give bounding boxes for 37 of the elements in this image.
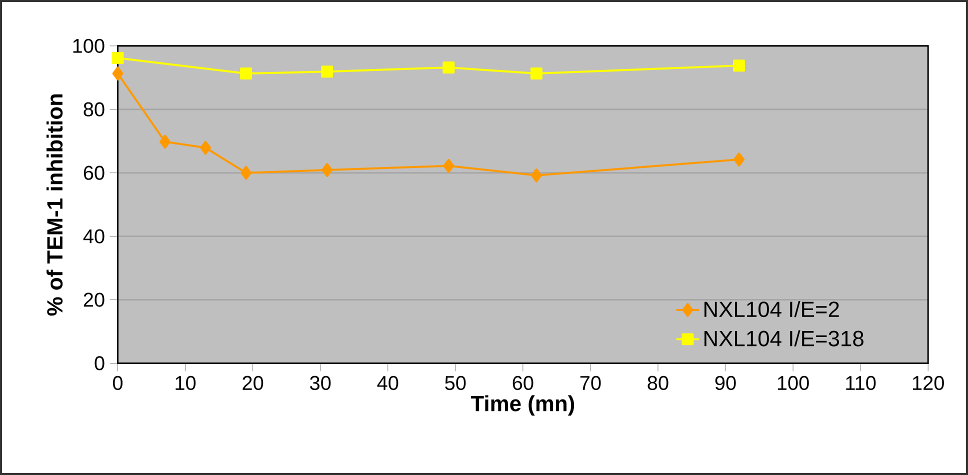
x-axis-title: Time (mn) [470,395,574,416]
x-tick-label: 100 [778,376,809,390]
point [240,68,252,80]
point [112,52,124,64]
x-tick-label: 10 [176,376,196,390]
y-tick-label: 20 [84,292,104,307]
x-tick-label: 120 [912,376,944,390]
y-tick-label: 80 [84,102,104,116]
point [442,61,455,74]
x-tick-label: 60 [512,376,534,390]
x-tick-label: 50 [445,376,466,390]
point [112,66,124,80]
y-tick-label: 100 [73,38,104,53]
x-tick-label: 40 [377,376,398,390]
point [733,60,745,72]
point [530,68,542,80]
y-tick-label: 40 [83,229,104,244]
x-tick-label: 70 [580,376,601,390]
point [322,163,333,177]
point [321,66,334,78]
point [200,140,212,155]
x-tick-label: 20 [242,376,264,390]
y-axis-title: % of TEM-1 inhibition [46,94,63,316]
x-tick-label: 0 [112,376,123,390]
legend-label: NXL104 I/E=318 [704,330,864,346]
point [734,152,745,167]
point [530,168,542,182]
x-tick-label: 30 [310,376,331,390]
y-tick-label: 60 [84,166,104,180]
x-tick-label: 110 [846,376,876,390]
x-tick-label: 80 [648,376,668,390]
point [443,158,454,173]
point [240,166,252,180]
y-tick-label: 0 [94,356,104,370]
legend-label: NXL104 I/E=2 [704,301,839,318]
x-tick-label: 90 [715,376,736,390]
point [160,134,171,149]
